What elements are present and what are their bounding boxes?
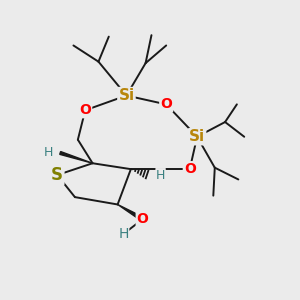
Text: O: O (79, 103, 91, 117)
Text: O: O (160, 98, 172, 111)
Text: H: H (156, 169, 165, 182)
Text: H: H (44, 146, 53, 159)
Text: S: S (51, 166, 63, 184)
Text: O: O (184, 162, 196, 176)
Text: Si: Si (118, 88, 134, 103)
Polygon shape (118, 205, 144, 221)
Text: O: O (137, 212, 148, 226)
Polygon shape (60, 152, 93, 163)
Text: Si: Si (189, 129, 205, 144)
Text: H: H (118, 227, 129, 241)
